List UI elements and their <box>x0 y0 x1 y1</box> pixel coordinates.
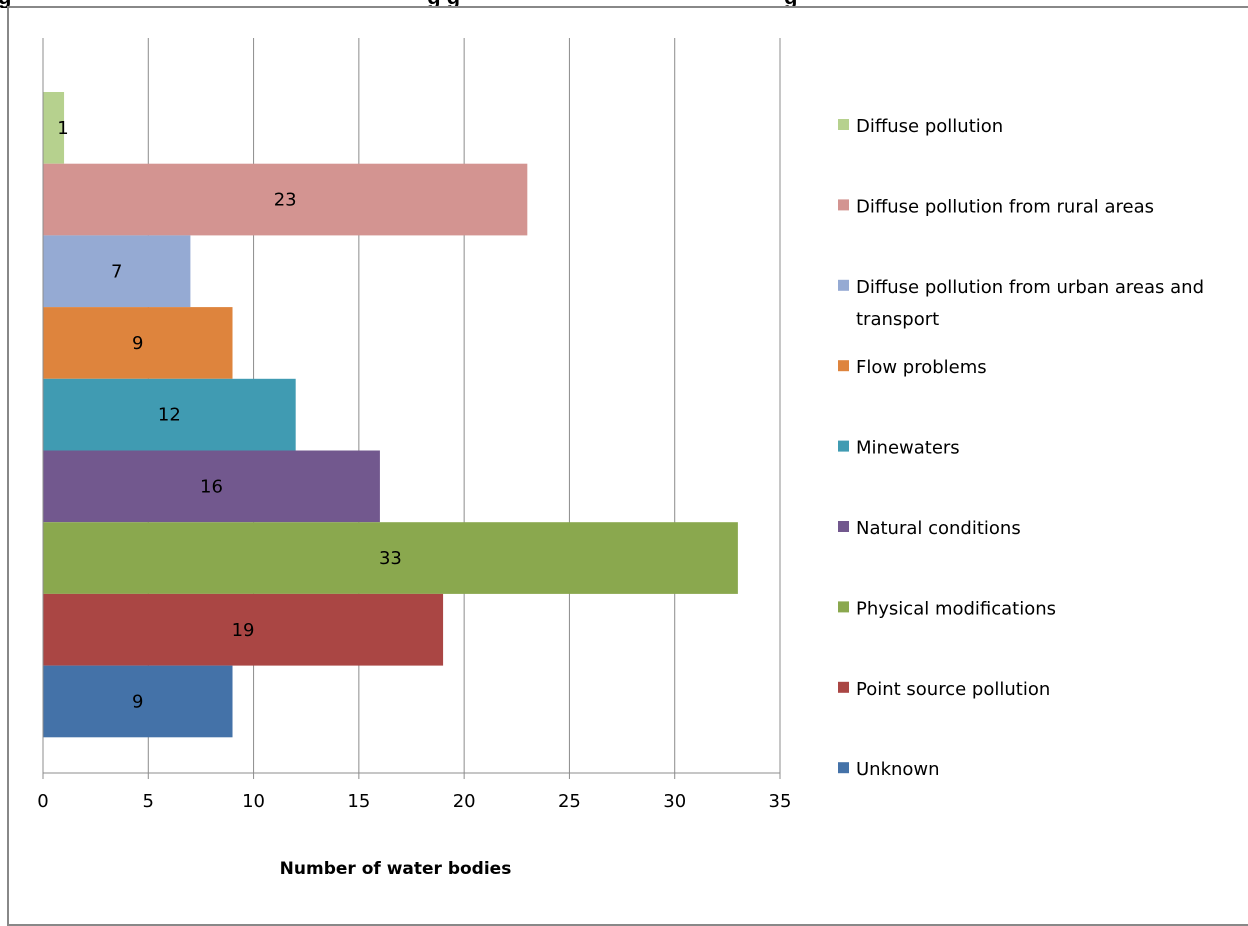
data-label: 33 <box>379 548 402 569</box>
data-label: 1 <box>57 118 68 139</box>
legend-swatch <box>838 681 849 693</box>
x-tick-label: 20 <box>453 791 476 812</box>
legend-swatch <box>838 521 849 532</box>
legend-label: Natural conditions <box>856 518 1021 539</box>
legend-swatch <box>838 279 849 291</box>
legend-label: Diffuse pollution <box>856 116 1003 137</box>
data-label: 16 <box>200 476 223 497</box>
legend-label: Diffuse pollution from rural areas <box>856 196 1154 217</box>
legend-swatch <box>838 762 849 774</box>
data-label: 9 <box>132 333 143 354</box>
title-strip: g g g g <box>0 0 1248 8</box>
legend-swatch <box>838 601 849 613</box>
legend-label: Minewaters <box>856 438 960 459</box>
legend-swatch <box>838 360 849 372</box>
x-tick-label: 5 <box>143 791 154 812</box>
bar <box>43 92 65 164</box>
bar <box>43 378 296 451</box>
legend-swatch <box>838 199 849 211</box>
legend-label: Diffuse pollution from urban areas and tr… <box>856 277 1204 330</box>
legend-swatch <box>838 440 849 452</box>
x-tick-label: 15 <box>347 791 370 812</box>
legend-swatch <box>838 119 849 130</box>
bar <box>43 593 444 666</box>
bar <box>43 307 233 379</box>
x-tick-label: 35 <box>769 791 792 812</box>
x-tick-label: 30 <box>663 791 686 812</box>
data-label: 12 <box>158 405 181 426</box>
legend-label: Point source pollution <box>856 679 1050 700</box>
x-tick-label: 0 <box>37 791 48 812</box>
bar <box>43 235 191 308</box>
data-label: 7 <box>111 261 122 282</box>
bar <box>43 450 380 523</box>
x-axis: 0 5 10 15 20 25 30 35 <box>37 38 791 812</box>
bar <box>43 665 233 738</box>
x-axis-title: Number of water bodies <box>280 859 512 879</box>
legend-label: Physical modifications <box>856 598 1056 619</box>
bar-layer: 1 23 7 9 12 16 33 19 9 <box>43 92 738 738</box>
data-label: 23 <box>274 190 297 211</box>
legend-label: Unknown <box>856 759 940 780</box>
data-label: 19 <box>232 620 255 641</box>
data-label: 9 <box>132 691 143 712</box>
bar <box>43 163 528 236</box>
x-tick-label: 10 <box>242 791 265 812</box>
x-tick-label: 25 <box>558 791 581 812</box>
bar <box>43 522 738 594</box>
cut-off-title: g g g g <box>0 0 797 8</box>
legend: Diffuse pollution Diffuse pollution from … <box>838 116 1204 780</box>
legend-label: Flow problems <box>856 357 987 378</box>
